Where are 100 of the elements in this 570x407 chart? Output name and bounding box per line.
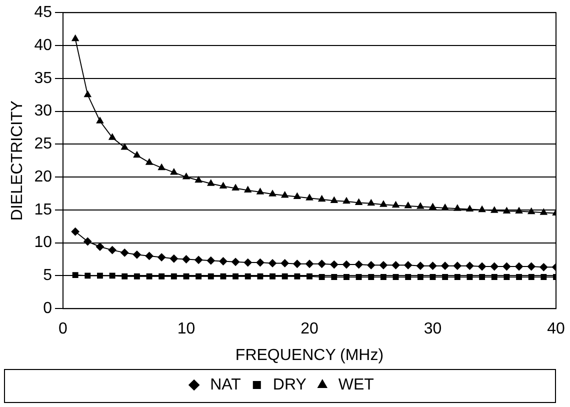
point (441, 262, 450, 270)
point (331, 274, 338, 280)
point (219, 257, 228, 266)
point (306, 194, 314, 200)
point (208, 273, 214, 280)
point (318, 195, 326, 202)
point (282, 273, 288, 280)
point (96, 242, 104, 251)
point (195, 176, 202, 183)
point (232, 184, 240, 190)
point (454, 274, 460, 280)
point (368, 199, 375, 206)
legend-label: DRY (272, 376, 307, 394)
point (318, 274, 325, 280)
point (133, 151, 140, 158)
point (294, 192, 301, 200)
point (182, 173, 190, 180)
point (466, 274, 473, 280)
point (367, 261, 376, 270)
y-tick-label: 30 (34, 102, 52, 120)
point (404, 202, 412, 208)
point (158, 273, 165, 280)
point (356, 274, 362, 280)
point (502, 262, 511, 270)
point (404, 261, 412, 270)
point (196, 273, 202, 280)
point (109, 272, 116, 279)
point (145, 252, 154, 260)
point (108, 134, 116, 140)
point (479, 274, 486, 280)
point (540, 208, 548, 215)
point (244, 258, 252, 267)
point (280, 259, 289, 268)
point (182, 255, 190, 264)
point (294, 273, 300, 280)
point (306, 273, 312, 280)
point (344, 274, 350, 280)
point (392, 274, 399, 280)
point (417, 274, 424, 280)
point (490, 206, 498, 213)
point (158, 164, 166, 170)
point (368, 274, 374, 280)
point (220, 273, 226, 280)
point (392, 261, 400, 270)
x-tick-label: 0 (58, 320, 68, 338)
point (268, 190, 276, 196)
point (354, 260, 363, 269)
point (268, 259, 277, 268)
point (122, 273, 128, 280)
point (392, 201, 400, 208)
point (429, 203, 436, 210)
x-tick-label: 10 (177, 320, 196, 338)
x-tick-label: 20 (300, 320, 318, 338)
point (330, 196, 338, 203)
point (515, 207, 523, 214)
point (527, 262, 536, 270)
x-tick-label: 40 (547, 320, 565, 338)
legend-label: WET (338, 376, 374, 394)
point (453, 262, 462, 270)
point (146, 273, 152, 280)
y-tick-label: 15 (34, 201, 52, 218)
point (454, 204, 461, 211)
point (355, 198, 362, 205)
point (71, 228, 80, 236)
point (380, 200, 387, 207)
point (281, 191, 288, 198)
point (120, 248, 129, 257)
point (528, 274, 534, 280)
y-axis-title: DIELECTRICITY (9, 100, 26, 221)
point (380, 274, 386, 280)
point (330, 260, 338, 269)
point (194, 256, 203, 264)
y-tick-label: 45 (34, 4, 52, 22)
legend-label: NAT (210, 376, 242, 394)
point (256, 188, 264, 194)
point (528, 208, 535, 214)
point (515, 262, 524, 270)
point (442, 274, 448, 280)
point (170, 168, 178, 175)
point (466, 205, 474, 212)
point (293, 260, 302, 268)
x-axis-title: FREQUENCY (MHz) (235, 346, 384, 364)
point (490, 262, 498, 270)
point (206, 256, 215, 265)
point (306, 260, 314, 268)
point (207, 180, 214, 186)
point (132, 250, 141, 259)
point (478, 262, 486, 270)
point (84, 238, 92, 246)
y-tick-label: 0 (43, 300, 52, 318)
x-tick-label: 30 (424, 320, 442, 338)
point (244, 186, 252, 192)
point (220, 182, 227, 189)
point (256, 258, 264, 267)
y-tick-label: 40 (34, 36, 52, 54)
point (121, 143, 128, 150)
point (257, 273, 264, 280)
point (183, 273, 190, 280)
point (170, 273, 177, 280)
point (430, 274, 436, 280)
